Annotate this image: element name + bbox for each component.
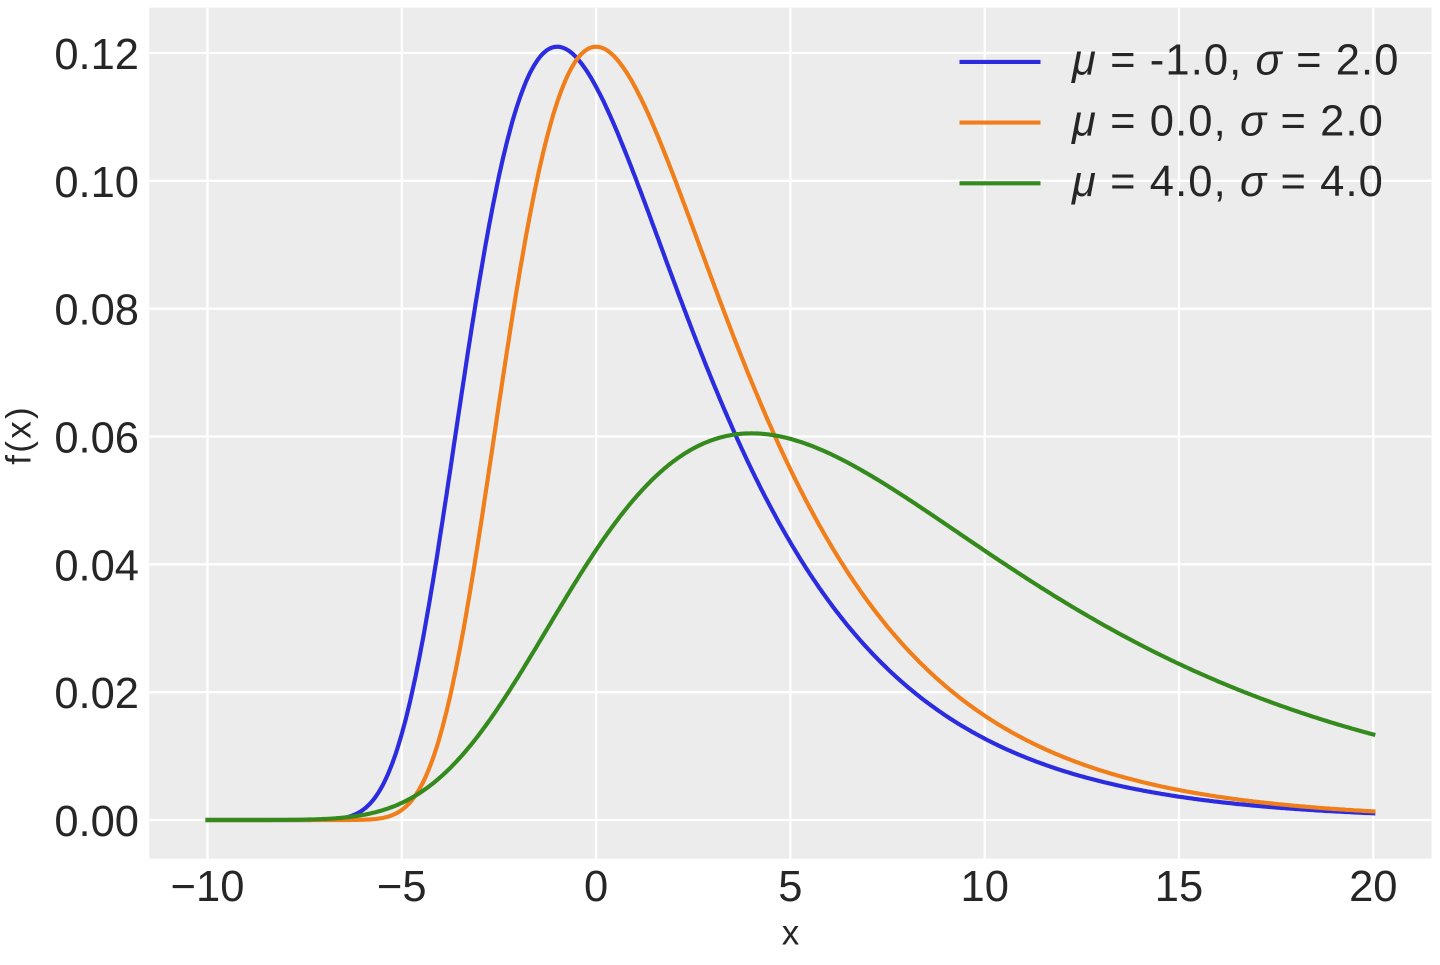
svg-text:0.02: 0.02 (54, 670, 139, 718)
svg-text:−10: −10 (171, 863, 245, 911)
svg-text:μ = 4.0, σ = 4.0: μ = 4.0, σ = 4.0 (1071, 158, 1384, 206)
svg-text:0.08: 0.08 (54, 287, 139, 335)
svg-text:15: 15 (1155, 863, 1203, 911)
svg-text:0.00: 0.00 (54, 798, 139, 846)
svg-text:x: x (782, 914, 800, 953)
svg-text:5: 5 (778, 863, 802, 911)
svg-text:−5: −5 (377, 863, 427, 911)
svg-text:f(x): f(x) (0, 405, 39, 465)
svg-text:0.10: 0.10 (54, 159, 139, 207)
svg-text:0: 0 (584, 863, 608, 911)
svg-text:10: 10 (961, 863, 1009, 911)
svg-text:μ = 0.0, σ = 2.0: μ = 0.0, σ = 2.0 (1071, 97, 1384, 145)
svg-text:0.06: 0.06 (54, 415, 139, 463)
svg-text:μ = -1.0, σ = 2.0: μ = -1.0, σ = 2.0 (1071, 37, 1400, 85)
svg-text:0.12: 0.12 (54, 31, 139, 79)
svg-text:0.04: 0.04 (54, 542, 139, 590)
svg-text:20: 20 (1349, 863, 1397, 911)
